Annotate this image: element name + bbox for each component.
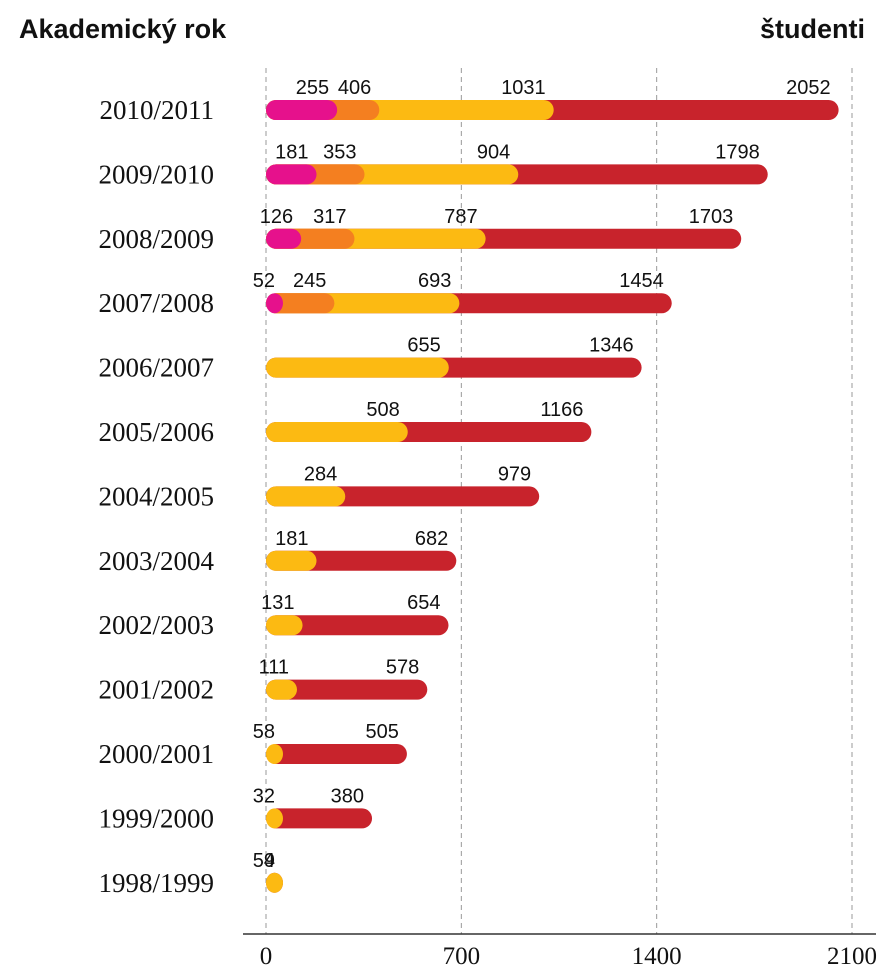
x-tick-label: 2100	[827, 943, 877, 970]
category-label: 1998/1999	[98, 868, 214, 898]
bar-row: 682 181	[266, 528, 457, 571]
category-label: 2004/2005	[98, 481, 214, 511]
bar-row: 1166 508	[266, 399, 592, 442]
x-tick-labels: 0 700 1400 2100	[260, 943, 877, 970]
data-label: 693	[418, 270, 451, 292]
gridlines	[265, 68, 853, 934]
bar-segment	[266, 679, 297, 700]
data-label: 255	[296, 77, 329, 99]
bar-row: 1798 904 353 181	[266, 141, 768, 185]
bar-segment	[266, 293, 283, 314]
bar-segment	[266, 422, 408, 442]
bar-segment	[266, 357, 449, 378]
data-label: 1798	[715, 141, 760, 163]
bar-segment	[266, 679, 428, 700]
data-label: 245	[293, 270, 326, 292]
category-label: 2005/2006	[98, 417, 214, 447]
data-label: 1346	[589, 335, 634, 357]
category-label: 2000/2001	[98, 739, 214, 769]
bars: 2052 1031 406 255 1798 904 353 181 1703 787 317 126…	[253, 77, 839, 893]
category-labels: 2010/2011 2009/2010 2008/2009 2007/2008 2006…	[98, 95, 214, 898]
bar-segment	[266, 550, 317, 571]
data-label: 181	[275, 141, 308, 163]
data-label: 787	[444, 206, 477, 228]
category-label: 2003/2004	[98, 546, 214, 576]
bar-row: 1346 655	[266, 335, 642, 378]
data-label: 58	[253, 721, 275, 743]
bar-row: 2052 1031 406 255	[266, 77, 839, 120]
data-label: 1031	[501, 77, 546, 99]
bar-row: 505 58	[253, 721, 407, 764]
bar-segment	[266, 872, 283, 893]
category-label: 2006/2007	[98, 353, 214, 383]
bar-row: 594	[253, 850, 283, 893]
category-label: 2001/2002	[98, 675, 214, 705]
data-label: 380	[331, 785, 364, 807]
data-label: 406	[338, 77, 371, 99]
x-tick-label: 700	[443, 943, 481, 970]
bar-segment	[266, 486, 346, 507]
bar-segment	[266, 164, 317, 185]
data-label: 508	[366, 399, 399, 421]
category-label: 1999/2000	[98, 803, 214, 833]
bar-segment	[266, 100, 338, 120]
category-label: 2002/2003	[98, 610, 214, 640]
data-label: 126	[260, 206, 293, 228]
bar-segment	[266, 744, 283, 764]
x-axis-title: študenti	[760, 14, 865, 44]
y-axis-title: Akademický rok	[19, 14, 227, 44]
bar-row: 1703 787 317 126	[260, 206, 742, 249]
bar-segment	[266, 808, 283, 829]
data-label: 979	[498, 463, 531, 485]
data-label: 655	[407, 335, 440, 357]
data-label: 654	[407, 592, 440, 614]
data-label: 2052	[786, 77, 831, 99]
data-label: 1454	[619, 270, 664, 292]
bar-row: 979 284	[266, 463, 540, 507]
data-label: 111	[259, 657, 289, 679]
bar-row: 1454 693 245 52	[253, 270, 672, 314]
data-label: 317	[313, 206, 346, 228]
bar-segment	[266, 808, 373, 829]
category-label: 2009/2010	[98, 159, 214, 189]
x-tick-label: 0	[260, 943, 273, 970]
bar-segment	[266, 615, 303, 636]
data-label: 59	[253, 850, 275, 872]
bar-segment	[266, 228, 302, 249]
data-label: 131	[261, 592, 294, 614]
bar-segment	[266, 615, 449, 636]
category-label: 2010/2011	[100, 95, 215, 125]
bar-row: 654 131	[261, 592, 449, 636]
bar-row: 578 111	[259, 657, 428, 700]
data-label: 682	[415, 528, 448, 550]
data-label: 52	[253, 270, 275, 292]
data-label: 32	[253, 785, 275, 807]
data-label: 578	[386, 657, 419, 679]
data-label: 505	[366, 721, 399, 743]
data-label: 904	[477, 141, 510, 163]
data-label: 1166	[540, 399, 583, 421]
data-label: 284	[304, 463, 337, 485]
data-label: 181	[275, 528, 308, 550]
bar-row: 380 32	[253, 785, 373, 829]
data-label: 353	[323, 141, 356, 163]
bar-segment	[266, 293, 335, 314]
data-label: 1703	[689, 206, 734, 228]
bar-segment	[266, 744, 407, 764]
category-label: 2007/2008	[98, 288, 214, 318]
data-label: 4	[264, 850, 275, 872]
category-label: 2008/2009	[98, 224, 214, 254]
x-tick-label: 1400	[632, 943, 682, 970]
